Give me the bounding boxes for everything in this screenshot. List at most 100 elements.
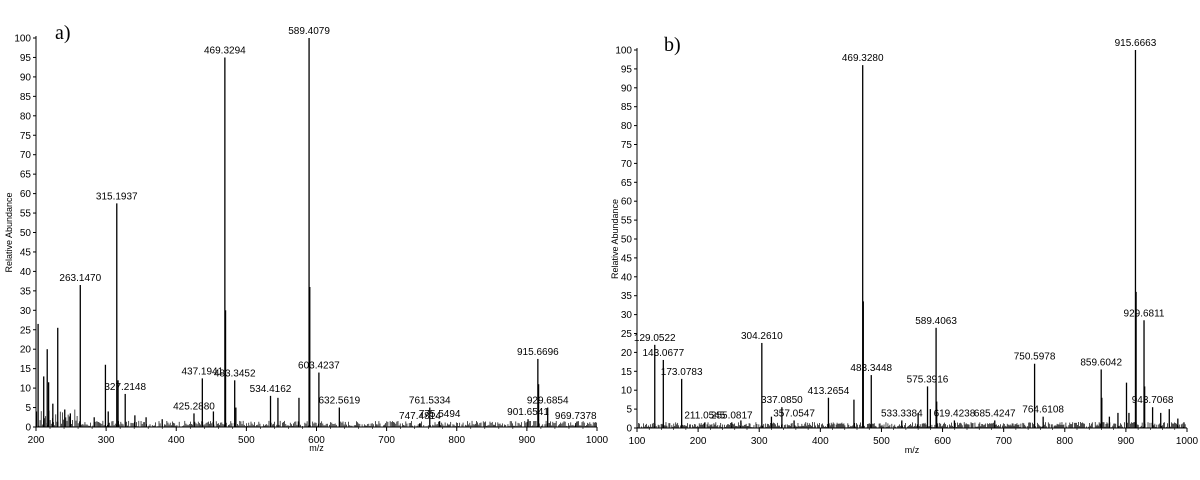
y-tick-label: 55	[621, 216, 633, 227]
peak-label: 304.2610	[741, 331, 783, 342]
y-tick-label: 35	[20, 286, 32, 297]
y-tick-label: 60	[621, 197, 633, 208]
y-axis-title: Relative Abundance	[610, 199, 620, 279]
peak-label: 619.4238	[934, 408, 976, 419]
y-tick-label: 65	[621, 178, 633, 189]
peak-label: 211.0545	[684, 410, 725, 421]
y-tick-label: 55	[20, 209, 32, 220]
peak-label: 859.6042	[1080, 357, 1122, 368]
y-tick-label: 10	[621, 386, 633, 397]
peak-label: 969.7378	[555, 411, 597, 422]
y-tick-label: 5	[25, 403, 31, 414]
peak-label: 915.6663	[1115, 38, 1157, 49]
peak-label: 575.3916	[907, 374, 949, 385]
peak-label: 775.5494	[419, 409, 461, 420]
baseline-noise	[637, 421, 1187, 428]
y-tick-label: 35	[621, 291, 633, 302]
y-tick-label: 0	[626, 424, 632, 435]
x-tick-label: 400	[168, 435, 185, 446]
peak-label: 337.0850	[761, 395, 803, 406]
y-tick-label: 20	[621, 348, 633, 359]
y-tick-label: 70	[20, 150, 32, 161]
peak-label: 589.4079	[288, 26, 330, 37]
peak-label: 632.5619	[318, 396, 360, 407]
y-tick-label: 50	[20, 228, 32, 239]
peak-label: 143.0677	[642, 348, 684, 359]
peak-label: 263.1470	[59, 273, 101, 284]
peak-label: 901.6541	[507, 407, 549, 418]
y-tick-label: 45	[621, 253, 633, 264]
peak-label: 929.6811	[1124, 308, 1165, 319]
y-tick-label: 70	[621, 159, 633, 170]
y-tick-label: 15	[621, 367, 633, 378]
y-tick-label: 85	[621, 102, 633, 113]
y-tick-label: 100	[14, 34, 31, 45]
x-tick-label: 1000	[1176, 436, 1199, 447]
peak-label: 173.0783	[661, 367, 703, 378]
peak-label: 469.3294	[204, 45, 246, 56]
x-tick-label: 800	[1056, 436, 1073, 447]
x-axis-title: m/z	[905, 445, 920, 455]
x-tick-label: 700	[995, 436, 1012, 447]
panel-label: a)	[55, 22, 71, 44]
peak-label: 413.2654	[808, 386, 850, 397]
y-tick-label: 75	[621, 140, 633, 151]
peak-label: 327.2148	[104, 382, 146, 393]
peak-label: 357.0547	[773, 408, 815, 419]
peak-label: 750.5978	[1014, 352, 1056, 363]
y-tick-label: 30	[621, 310, 633, 321]
x-tick-label: 700	[378, 435, 395, 446]
y-tick-label: 75	[20, 131, 32, 142]
x-tick-label: 300	[751, 436, 768, 447]
peak-label: 915.6696	[517, 347, 559, 358]
peak-label: 437.1941	[181, 366, 223, 377]
peak-label: 129.0522	[634, 333, 676, 344]
peak-label: 469.3280	[842, 53, 884, 64]
peak-label: 425.2880	[173, 401, 215, 412]
peak-label: 761.5334	[409, 396, 451, 407]
y-tick-label: 25	[20, 325, 32, 336]
y-tick-label: 95	[621, 64, 633, 75]
y-tick-label: 20	[20, 345, 32, 356]
peak-label: 929.6854	[527, 396, 569, 407]
x-tick-label: 200	[690, 436, 707, 447]
y-tick-label: 0	[25, 423, 31, 434]
peak-label: 315.1937	[96, 191, 138, 202]
peak-label: 943.7068	[1132, 395, 1174, 406]
y-tick-label: 10	[20, 384, 32, 395]
x-tick-label: 1000	[586, 435, 609, 446]
peak-label: 747.4814	[399, 411, 441, 422]
y-tick-label: 100	[615, 46, 632, 57]
x-tick-label: 100	[629, 436, 646, 447]
y-tick-label: 40	[20, 267, 32, 278]
y-tick-label: 80	[20, 111, 32, 122]
y-axis-title: Relative Abundance	[4, 192, 14, 272]
y-tick-label: 30	[20, 306, 32, 317]
y-tick-label: 40	[621, 272, 633, 283]
x-tick-label: 900	[519, 435, 536, 446]
peak-label: 685.4247	[974, 408, 1016, 419]
y-tick-label: 15	[20, 364, 32, 375]
x-tick-label: 300	[98, 435, 115, 446]
panel-label: b)	[664, 34, 681, 56]
x-axis-title: m/z	[309, 443, 324, 453]
peak-label: 533.3384	[881, 408, 923, 419]
y-tick-label: 80	[621, 121, 633, 132]
y-tick-label: 85	[20, 92, 32, 103]
x-tick-label: 500	[873, 436, 890, 447]
peak-label: 589.4063	[915, 316, 957, 327]
y-tick-label: 25	[621, 329, 633, 340]
y-tick-label: 90	[621, 83, 633, 94]
spectrum-panel-a: 0 5 10 15 20 25 30 35 40 45 50 55 60 65 70 75 80 85 90 95 10…	[4, 22, 609, 453]
peak-label: 255.0817	[711, 410, 753, 421]
peak-label: 483.3452	[214, 368, 256, 379]
peak-label: 764.6108	[1022, 405, 1064, 416]
x-tick-label: 400	[812, 436, 829, 447]
y-tick-label: 60	[20, 189, 32, 200]
x-tick-label: 500	[238, 435, 255, 446]
y-tick-label: 5	[626, 405, 632, 416]
x-tick-label: 600	[934, 436, 951, 447]
peak-label: 603.4237	[298, 361, 340, 372]
y-tick-label: 45	[20, 247, 32, 258]
